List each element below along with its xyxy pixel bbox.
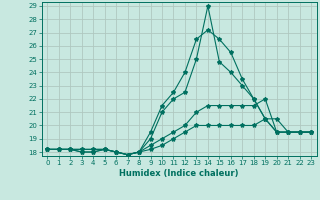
X-axis label: Humidex (Indice chaleur): Humidex (Indice chaleur) [119, 169, 239, 178]
